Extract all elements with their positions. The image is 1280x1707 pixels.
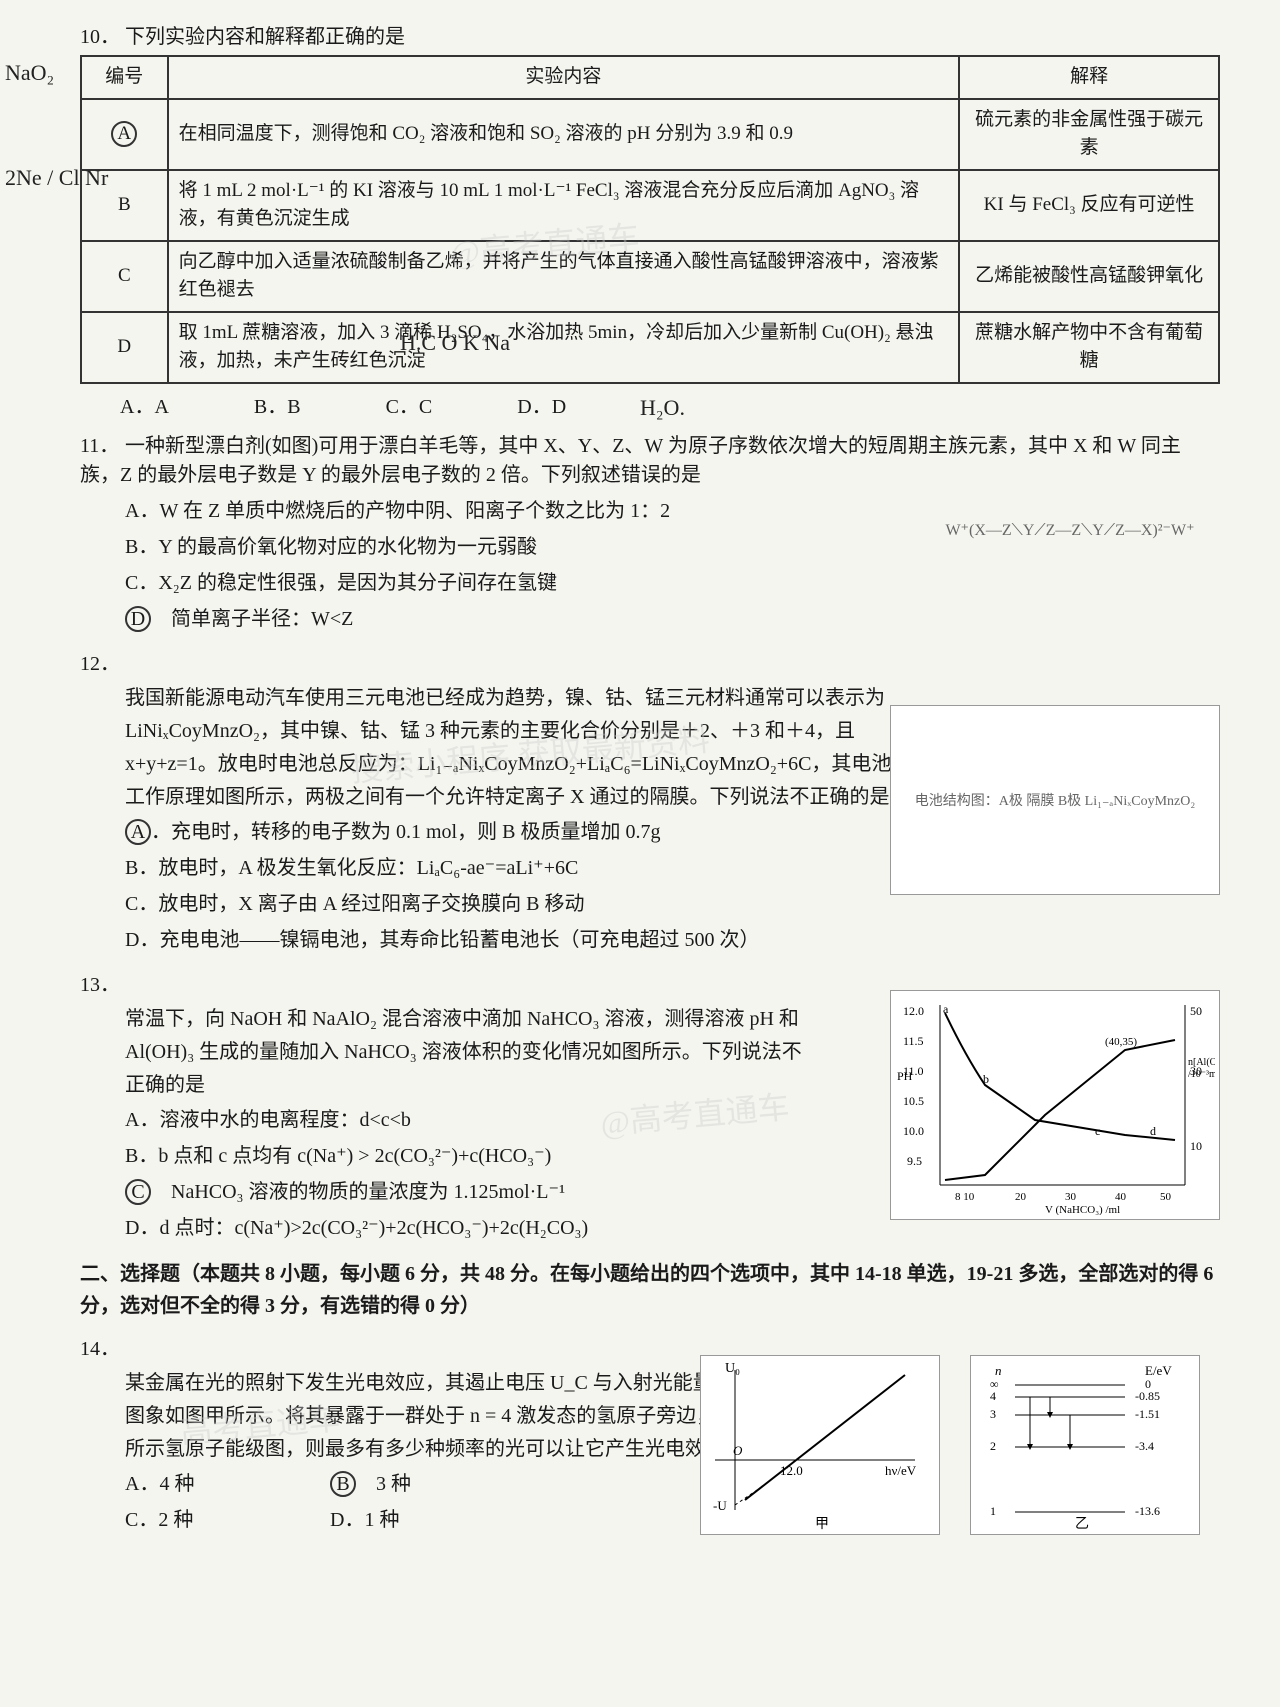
svg-text:-13.6: -13.6: [1135, 1504, 1160, 1518]
handwriting: H.C O K Na: [400, 330, 510, 356]
option-d: D 简单离子半径：W<Z: [125, 601, 1220, 637]
option-c: C．X₂Z 的稳定性很强，是因为其分子间存在氢键: [125, 565, 1220, 601]
svg-text:50: 50: [1190, 1004, 1202, 1018]
question-number: 10．: [80, 20, 120, 49]
question-11-header: 11． 一种新型漂白剂(如图)可用于漂白羊毛等，其中 X、Y、Z、W 为原子序数…: [80, 429, 1220, 487]
svg-text:8 10: 8 10: [955, 1191, 975, 1203]
svg-text:30: 30: [1065, 1191, 1077, 1203]
question-number: 14．: [80, 1332, 120, 1361]
svg-text:E/eV: E/eV: [1145, 1363, 1172, 1378]
q13-chart: 12.0 11.5 11.0 10.5 10.0 9.5 PH 50 30 10…: [890, 990, 1220, 1220]
q13-stem: 常温下，向 NaOH 和 NaAlO₂ 混合溶液中滴加 NaHCO₃ 溶液，测得…: [125, 1003, 805, 1102]
q14-graph1-svg: U₀ hν/eV 12.0 -U O 甲: [705, 1360, 935, 1530]
svg-text:d: d: [1150, 1124, 1156, 1138]
cell-explain: KI 与 FeCl₃ 反应有可逆性: [959, 170, 1219, 241]
question-number: 11．: [80, 429, 120, 458]
cell-explain: 乙烯能被酸性高锰酸钾氧化: [959, 241, 1219, 312]
table-row: D 取 1mL 蔗糖溶液，加入 3 滴稀 H₂SO₄，水浴加热 5min，冷却后…: [81, 312, 1219, 383]
svg-text:3: 3: [990, 1407, 996, 1421]
section-2-header: 二、选择题（本题共 8 小题，每小题 6 分，共 48 分。在每小题给出的四个选…: [80, 1258, 1220, 1322]
svg-text:O: O: [733, 1443, 743, 1458]
table-row: A 在相同温度下，测得饱和 CO₂ 溶液和饱和 SO₂ 溶液的 pH 分别为 3…: [81, 99, 1219, 170]
cell-explain: 硫元素的非金属性强于碳元素: [959, 99, 1219, 170]
svg-text:20: 20: [1015, 1191, 1027, 1203]
cell-content: 取 1mL 蔗糖溶液，加入 3 滴稀 H₂SO₄，水浴加热 5min，冷却后加入…: [168, 312, 960, 383]
handwriting: NaO₂: [5, 60, 54, 86]
question-number: 13．: [80, 968, 120, 997]
table-header: 解释: [959, 56, 1219, 99]
svg-text:11.5: 11.5: [903, 1034, 924, 1048]
option-a: A．A: [120, 390, 169, 419]
svg-text:U₀: U₀: [725, 1361, 740, 1376]
option-key-circled: A: [111, 121, 137, 147]
svg-text:PH: PH: [897, 1069, 913, 1083]
cell-explain: 蔗糖水解产物中不含有葡萄糖: [959, 312, 1219, 383]
option-d: D．充电电池——镍镉电池，其寿命比铅蓄电池长（可充电超过 500 次）: [125, 922, 1220, 958]
table-header: 实验内容: [168, 56, 960, 99]
svg-text:n: n: [995, 1363, 1002, 1378]
svg-text:9.5: 9.5: [907, 1154, 922, 1168]
svg-text:-0.85: -0.85: [1135, 1389, 1160, 1403]
svg-text:a: a: [943, 1002, 949, 1016]
q14-graph-jia: U₀ hν/eV 12.0 -U O 甲: [700, 1355, 940, 1535]
svg-text:12.0: 12.0: [903, 1004, 924, 1018]
option-b-circled: B 3 种: [330, 1473, 411, 1495]
svg-text:-3.4: -3.4: [1135, 1439, 1154, 1453]
cell-content: 向乙醇中加入适量浓硫酸制备乙烯，并将产生的气体直接通入酸性高锰酸钾溶液中，溶液紫…: [168, 241, 960, 312]
svg-text:10.5: 10.5: [903, 1094, 924, 1108]
table-row: C 向乙醇中加入适量浓硫酸制备乙烯，并将产生的气体直接通入酸性高锰酸钾溶液中，溶…: [81, 241, 1219, 312]
svg-text:b: b: [983, 1072, 989, 1086]
svg-text:4: 4: [990, 1389, 996, 1403]
table-row: B 将 1 mL 2 mol·L⁻¹ 的 KI 溶液与 10 mL 1 mol·…: [81, 170, 1219, 241]
svg-text:10: 10: [1190, 1139, 1202, 1153]
question-number: 12．: [80, 647, 120, 676]
option-b: B．B: [254, 390, 301, 419]
svg-text:1: 1: [990, 1504, 996, 1518]
question-stem: 下列实验内容和解释都正确的是: [125, 26, 405, 48]
svg-text:10.0: 10.0: [903, 1124, 924, 1138]
svg-text:hν/eV: hν/eV: [885, 1463, 917, 1478]
cell-content: 将 1 mL 2 mol·L⁻¹ 的 KI 溶液与 10 mL 1 mol·L⁻…: [168, 170, 960, 241]
svg-text:甲: 甲: [815, 1517, 829, 1530]
option-key: D: [81, 312, 168, 383]
svg-text:50: 50: [1160, 1191, 1172, 1203]
q12-stem: 我国新能源电动汽车使用三元电池已经成为趋势，镍、钴、锰三元材料通常可以表示为 L…: [125, 682, 895, 814]
cell-content: 在相同温度下，测得饱和 CO₂ 溶液和饱和 SO₂ 溶液的 pH 分别为 3.9…: [168, 99, 960, 170]
svg-text:/10⁻³mol: /10⁻³mol: [1188, 1069, 1215, 1080]
svg-text:c: c: [1095, 1124, 1100, 1138]
q10-table: 编号 实验内容 解释 A 在相同温度下，测得饱和 CO₂ 溶液和饱和 SO₂ 溶…: [80, 55, 1220, 384]
question-10-header: 10． 下列实验内容和解释都正确的是: [80, 20, 1220, 49]
question-12-header: 12．: [80, 647, 1220, 676]
q11-structure-diagram: W⁺(X—Z⟍Y⟋Z—Z⟍Y⟋Z—X)²⁻W⁺: [920, 505, 1220, 555]
option-d: D．D: [517, 390, 566, 419]
svg-text:V (NaHCO₃) /ml: V (NaHCO₃) /ml: [1045, 1204, 1120, 1215]
handwriting: 2Ne / Cl Nr: [5, 165, 108, 191]
option-c: C．C: [386, 390, 433, 419]
q13-chart-svg: 12.0 11.5 11.0 10.5 10.0 9.5 PH 50 30 10…: [895, 995, 1215, 1215]
q12-battery-diagram: 电池结构图：A极 隔膜 B极 Li₁₋ₐNiₓCoyMnzO₂: [890, 705, 1220, 895]
q14-energy-levels-yi: n E/eV ∞0 4-0.85 3-1.51 2-3.4 1-13.6 乙: [970, 1355, 1200, 1535]
handwriting: H₂O.: [640, 395, 685, 421]
svg-text:12.0: 12.0: [780, 1463, 803, 1478]
svg-text:(40,35): (40,35): [1105, 1036, 1137, 1048]
q14-graph2-svg: n E/eV ∞0 4-0.85 3-1.51 2-3.4 1-13.6 乙: [975, 1360, 1195, 1530]
svg-text:2: 2: [990, 1439, 996, 1453]
question-stem: 一种新型漂白剂(如图)可用于漂白羊毛等，其中 X、Y、Z、W 为原子序数依次增大…: [80, 435, 1181, 486]
svg-text:-U: -U: [713, 1498, 727, 1513]
table-header: 编号: [81, 56, 168, 99]
svg-text:40: 40: [1115, 1191, 1127, 1203]
svg-text:n[Al(OH)₃]: n[Al(OH)₃]: [1188, 1057, 1215, 1068]
option-key: C: [81, 241, 168, 312]
svg-text:-1.51: -1.51: [1135, 1407, 1160, 1421]
svg-text:乙: 乙: [1075, 1516, 1089, 1530]
